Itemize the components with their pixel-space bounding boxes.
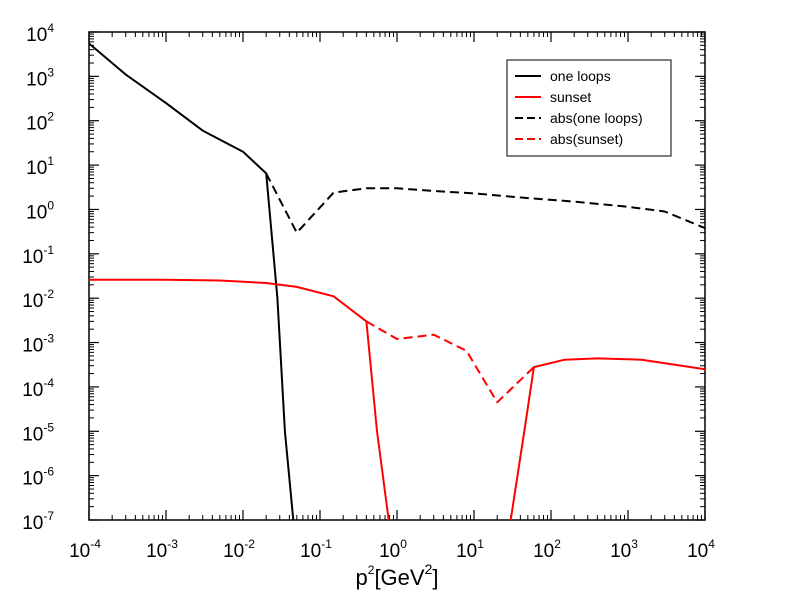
y-tick-label-exp: -1 (43, 243, 54, 257)
y-tick-label-exp: 0 (47, 198, 54, 212)
y-tick-label-exp: 2 (47, 110, 54, 124)
x-axis-title-unit-open: [GeV (374, 565, 424, 590)
y-tick-label-base: 10 (26, 202, 47, 223)
x-tick-label: 10-2 (223, 537, 255, 562)
x-tick-label-base: 10 (533, 541, 554, 562)
y-tick-label-base: 10 (22, 247, 43, 268)
y-tick-label: 10-5 (22, 420, 54, 445)
y-tick-label-exp: 3 (47, 65, 54, 79)
legend-label-sunset: sunset (550, 89, 591, 105)
y-tick-label-exp: -2 (43, 287, 54, 301)
x-tick-label: 10-3 (146, 537, 178, 562)
series-line-abs-sunset (365, 320, 535, 404)
y-tick-label-exp: -6 (43, 465, 54, 479)
y-tick-label-base: 10 (22, 336, 43, 357)
y-tick-label: 103 (26, 65, 54, 90)
x-tick-label-base: 10 (223, 541, 244, 562)
data-series (89, 42, 705, 520)
y-tick-label-base: 10 (26, 69, 47, 90)
x-tick-label: 104 (687, 537, 715, 562)
y-tick-label-base: 10 (22, 291, 43, 312)
y-tick-label-base: 10 (22, 424, 43, 445)
tick-labels: 10-4 10-3 10-2 10-1 100 101 102 103 10410-710-61… (22, 21, 715, 562)
series-line-abs-one-loops (265, 172, 705, 234)
x-tick-label-base: 10 (300, 541, 321, 562)
y-tick-label-base: 10 (26, 158, 47, 179)
x-tick-label: 103 (610, 537, 638, 562)
y-tick-label-base: 10 (22, 469, 43, 490)
x-tick-label-base: 10 (456, 541, 477, 562)
x-tick-label: 10-1 (300, 537, 332, 562)
x-tick-label-exp: 1 (477, 537, 484, 551)
x-tick-label-exp: 2 (554, 537, 561, 551)
series-line-sunset (89, 278, 390, 520)
x-axis-title-base: p (356, 565, 368, 590)
legend-label-one-loops: one loops (550, 68, 611, 84)
axis-ticks (88, 31, 706, 521)
x-tick-label-base: 10 (379, 541, 400, 562)
legend-label-abs-sunset: abs(sunset) (550, 131, 623, 147)
x-tick-label-exp: -1 (321, 537, 332, 551)
y-tick-label: 10-6 (22, 465, 54, 490)
x-tick-label: 100 (379, 537, 407, 562)
y-tick-label: 10-2 (22, 287, 54, 312)
y-tick-label: 101 (26, 154, 54, 179)
y-tick-label: 10-7 (22, 509, 54, 534)
x-tick-label: 102 (533, 537, 561, 562)
y-tick-label-exp: -5 (43, 420, 54, 434)
x-axis-title-unit-sup: 2 (425, 561, 433, 577)
x-tick-label-exp: 3 (631, 537, 638, 551)
x-tick-label-exp: -3 (167, 537, 178, 551)
y-tick-label-exp: 4 (47, 21, 54, 35)
x-axis-title: p2[GeV2] (356, 561, 439, 590)
y-tick-label-exp: -4 (43, 376, 54, 390)
y-tick-label-base: 10 (22, 513, 43, 534)
y-tick-label-base: 10 (22, 380, 43, 401)
y-tick-label: 10-1 (22, 243, 54, 268)
x-tick-label-exp: -4 (90, 537, 101, 551)
x-tick-label: 101 (456, 537, 484, 562)
x-axis-title-unit-close: ] (432, 565, 438, 590)
series-line-one-loops (89, 42, 295, 520)
x-tick-label-base: 10 (69, 541, 90, 562)
legend: one loops sunset abs(one loops) abs(sunset) (506, 59, 672, 157)
y-tick-label-exp: -7 (43, 509, 54, 523)
y-tick-label-exp: 1 (47, 154, 54, 168)
y-tick-label-exp: -3 (43, 332, 54, 346)
x-axis-title-sup: 2 (368, 563, 375, 577)
y-tick-label: 10-4 (22, 376, 54, 401)
x-tick-label-base: 10 (146, 541, 167, 562)
legend-label-abs-one-loops: abs(one loops) (550, 110, 643, 126)
x-tick-label-exp: 0 (400, 537, 407, 551)
x-tick-label-base: 10 (610, 541, 631, 562)
x-tick-label-exp: 4 (708, 537, 715, 551)
x-tick-label: 10-4 (69, 537, 101, 562)
y-tick-label-base: 10 (26, 114, 47, 135)
y-tick-label-base: 10 (26, 25, 47, 46)
y-tick-label: 104 (26, 21, 54, 46)
x-tick-label-exp: -2 (244, 537, 255, 551)
y-tick-label: 102 (26, 110, 54, 135)
y-tick-label: 10-3 (22, 332, 54, 357)
y-tick-label: 100 (26, 198, 54, 223)
x-tick-label-base: 10 (687, 541, 708, 562)
series-line-sunset (509, 357, 705, 520)
